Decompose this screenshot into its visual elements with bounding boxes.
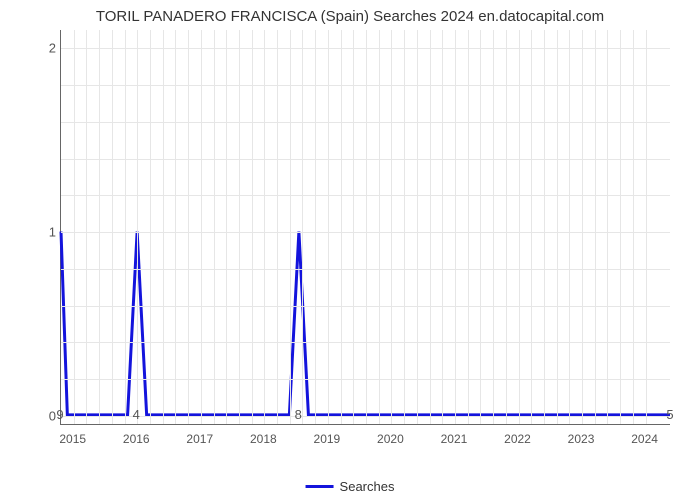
grid-horizontal (61, 232, 670, 233)
grid-vertical-minor (175, 30, 176, 424)
x-axis-tick-label: 2019 (314, 432, 341, 446)
grid-vertical-minor (480, 30, 481, 424)
x-axis-tick-label: 2024 (631, 432, 658, 446)
grid-vertical-minor (302, 30, 303, 424)
grid-horizontal-minor (61, 269, 670, 270)
grid-vertical-minor (290, 30, 291, 424)
grid-vertical-minor (404, 30, 405, 424)
grid-vertical (264, 30, 265, 424)
count-label: 5 (666, 407, 673, 422)
grid-horizontal-minor (61, 306, 670, 307)
grid-horizontal-minor (61, 379, 670, 380)
x-axis-tick-label: 2020 (377, 432, 404, 446)
grid-horizontal-minor (61, 195, 670, 196)
grid-vertical (328, 30, 329, 424)
grid-vertical (201, 30, 202, 424)
legend-swatch (306, 485, 334, 488)
grid-vertical-minor (442, 30, 443, 424)
grid-horizontal-minor (61, 342, 670, 343)
grid-vertical-minor (226, 30, 227, 424)
grid-vertical-minor (353, 30, 354, 424)
x-axis-tick-label: 2021 (441, 432, 468, 446)
count-label: 9 (56, 407, 63, 422)
grid-vertical-minor (607, 30, 608, 424)
grid-vertical (391, 30, 392, 424)
x-axis-tick-label: 2018 (250, 432, 277, 446)
grid-vertical-minor (493, 30, 494, 424)
grid-vertical-minor (125, 30, 126, 424)
grid-vertical (137, 30, 138, 424)
chart-title: TORIL PANADERO FRANCISCA (Spain) Searche… (0, 8, 700, 25)
plot-area (60, 30, 670, 425)
grid-vertical-minor (468, 30, 469, 424)
grid-horizontal (61, 416, 670, 417)
grid-horizontal-minor (61, 122, 670, 123)
grid-vertical-minor (595, 30, 596, 424)
grid-vertical (455, 30, 456, 424)
grid-vertical-minor (214, 30, 215, 424)
x-axis-tick-label: 2023 (568, 432, 595, 446)
grid-vertical-minor (112, 30, 113, 424)
grid-vertical-minor (277, 30, 278, 424)
grid-vertical-minor (531, 30, 532, 424)
grid-vertical-minor (417, 30, 418, 424)
chart-container: TORIL PANADERO FRANCISCA (Spain) Searche… (0, 0, 700, 500)
grid-vertical-minor (379, 30, 380, 424)
grid-vertical-minor (620, 30, 621, 424)
grid-vertical-minor (569, 30, 570, 424)
legend-label: Searches (340, 479, 395, 494)
grid-vertical-minor (633, 30, 634, 424)
grid-vertical-minor (544, 30, 545, 424)
x-axis-tick-label: 2015 (59, 432, 86, 446)
count-label: 4 (133, 407, 140, 422)
grid-vertical-minor (315, 30, 316, 424)
grid-horizontal-minor (61, 159, 670, 160)
grid-vertical (519, 30, 520, 424)
grid-vertical-minor (341, 30, 342, 424)
grid-vertical (646, 30, 647, 424)
grid-vertical-minor (557, 30, 558, 424)
x-axis-tick-label: 2016 (123, 432, 150, 446)
grid-horizontal (61, 48, 670, 49)
y-axis-tick-label: 0 (34, 408, 56, 423)
count-label: 8 (295, 407, 302, 422)
grid-vertical (74, 30, 75, 424)
grid-vertical-minor (188, 30, 189, 424)
y-axis-tick-label: 2 (34, 41, 56, 56)
grid-vertical-minor (99, 30, 100, 424)
x-axis-tick-label: 2022 (504, 432, 531, 446)
grid-vertical-minor (239, 30, 240, 424)
grid-horizontal-minor (61, 85, 670, 86)
legend: Searches (306, 479, 395, 494)
grid-vertical-minor (430, 30, 431, 424)
grid-vertical-minor (163, 30, 164, 424)
grid-vertical-minor (366, 30, 367, 424)
grid-vertical-minor (252, 30, 253, 424)
grid-vertical-minor (506, 30, 507, 424)
grid-vertical-minor (86, 30, 87, 424)
grid-vertical (582, 30, 583, 424)
x-axis-tick-label: 2017 (186, 432, 213, 446)
y-axis-tick-label: 1 (34, 225, 56, 240)
grid-vertical-minor (150, 30, 151, 424)
